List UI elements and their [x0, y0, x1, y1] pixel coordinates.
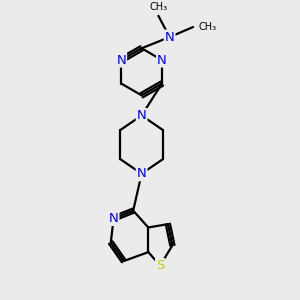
Text: N: N [109, 212, 118, 225]
Text: CH₃: CH₃ [199, 22, 217, 32]
Text: N: N [165, 31, 175, 44]
Text: CH₃: CH₃ [149, 2, 167, 12]
Text: N: N [116, 53, 126, 67]
Text: N: N [157, 53, 167, 67]
Text: N: N [137, 167, 146, 180]
Text: S: S [156, 259, 164, 272]
Text: N: N [137, 109, 146, 122]
